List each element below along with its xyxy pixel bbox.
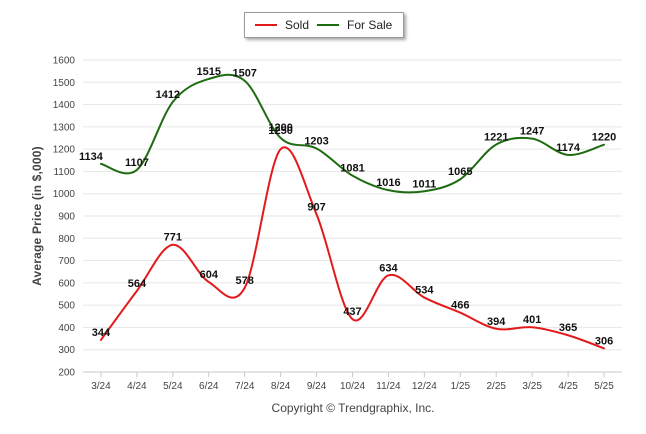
x-tick-label: 12/24: [412, 381, 437, 392]
data-label-sold: 394: [487, 316, 506, 328]
x-tick-label: 9/24: [307, 381, 327, 392]
data-label-sold: 1200: [268, 122, 292, 134]
data-label-for-sale: 1221: [484, 131, 508, 143]
data-label-for-sale: 1203: [304, 135, 328, 147]
x-tick-label: 3/25: [522, 381, 542, 392]
x-tick-label: 8/24: [271, 381, 291, 392]
data-label-for-sale: 1174: [556, 142, 581, 154]
data-label-for-sale: 1507: [232, 68, 256, 80]
y-tick-label: 1200: [53, 145, 76, 156]
y-tick-label: 300: [58, 345, 75, 356]
data-label-sold: 344: [92, 327, 111, 339]
y-tick-label: 400: [58, 323, 75, 334]
data-label-for-sale: 1107: [125, 157, 149, 169]
data-label-sold: 578: [236, 275, 254, 287]
data-label-sold: 564: [128, 278, 147, 290]
data-label-for-sale: 1081: [340, 163, 364, 175]
data-label-for-sale: 1220: [592, 132, 616, 144]
data-label-for-sale: 1011: [412, 178, 436, 190]
y-tick-label: 1500: [53, 78, 76, 89]
x-tick-label: 5/24: [163, 381, 183, 392]
series-line-for-sale: [99, 73, 606, 194]
y-tick-label: 1100: [53, 167, 75, 178]
legend: Sold For Sale: [244, 12, 404, 38]
legend-swatch-sold: [255, 24, 277, 26]
data-label-for-sale: 1250: [268, 125, 292, 137]
x-tick-label: 5/25: [594, 381, 614, 392]
series-line-sold: [99, 146, 606, 350]
data-label-sold: 604: [200, 269, 219, 281]
copyright-footer: Copyright © Trendgraphix, Inc.: [271, 401, 435, 415]
y-tick-label: 200: [58, 368, 75, 379]
data-label-for-sale: 1247: [520, 126, 544, 138]
data-label-for-sale: 1134: [79, 151, 104, 163]
data-label-sold: 401: [523, 314, 541, 326]
x-tick-label: 4/25: [558, 381, 578, 392]
y-tick-label: 1400: [53, 100, 76, 111]
data-label-sold: 466: [451, 300, 469, 312]
data-label-for-sale: 1515: [197, 66, 221, 78]
x-tick-label: 11/24: [376, 381, 401, 392]
legend-label-for-sale: For Sale: [347, 18, 393, 32]
x-tick-label: 2/25: [486, 381, 506, 392]
y-tick-label: 1300: [53, 122, 76, 133]
y-tick-label: 500: [58, 301, 75, 312]
data-label-sold: 365: [559, 322, 577, 334]
y-axis-label: Average Price (in $,000): [30, 146, 44, 286]
x-tick-label: 1/25: [451, 381, 471, 392]
legend-swatch-for-sale: [317, 24, 339, 26]
data-label-for-sale: 1065: [448, 166, 472, 178]
y-tick-label: 800: [58, 234, 75, 245]
data-label-sold: 534: [415, 285, 434, 297]
y-tick-label: 1000: [53, 189, 76, 200]
data-label-for-sale: 1412: [156, 89, 180, 101]
data-label-sold: 306: [595, 335, 613, 347]
y-tick-label: 1600: [53, 56, 76, 67]
x-tick-label: 6/24: [199, 381, 219, 392]
x-tick-label: 7/24: [235, 381, 255, 392]
legend-item-for-sale[interactable]: For Sale: [317, 17, 392, 33]
y-tick-label: 600: [58, 278, 75, 289]
x-tick-label: 10/24: [340, 381, 365, 392]
y-tick-label: 700: [58, 256, 75, 267]
data-label-sold: 437: [343, 306, 361, 318]
data-label-sold: 771: [164, 232, 182, 244]
legend-label-sold: Sold: [285, 18, 310, 32]
x-tick-label: 4/24: [127, 381, 147, 392]
data-label-sold: 907: [307, 201, 325, 213]
y-tick-label: 900: [58, 212, 75, 223]
data-point-sold[interactable]: [279, 147, 283, 151]
data-label-for-sale: 1016: [376, 177, 400, 189]
legend-item-sold[interactable]: Sold: [255, 17, 309, 33]
x-tick-label: 3/24: [91, 381, 111, 392]
data-label-sold: 634: [379, 262, 398, 274]
